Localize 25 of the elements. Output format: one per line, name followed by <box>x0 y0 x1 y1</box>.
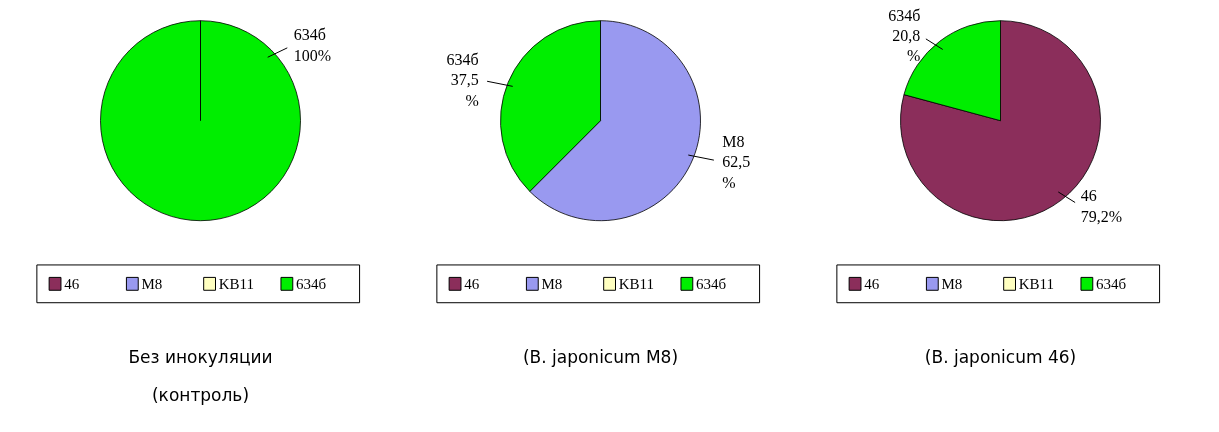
text: (B. japonicum M8) <box>522 346 679 367</box>
legend-label: KB11 <box>1018 275 1054 292</box>
legend-label: 46 <box>864 275 880 292</box>
legend-label: 46 <box>464 275 480 292</box>
legend-label: M8 <box>141 275 163 292</box>
legend-label: 634б <box>1095 275 1127 292</box>
text: Без инокуляции (контроль) <box>128 346 273 406</box>
slice-label: 634б <box>446 50 479 68</box>
legend-label: 634б <box>695 275 727 292</box>
legend-label: M8 <box>941 275 963 292</box>
data-label: 62,5 % <box>722 153 751 191</box>
legend-label: KB11 <box>218 275 254 292</box>
slice-label: 634б <box>888 6 921 24</box>
legend-label: M8 <box>541 275 563 292</box>
legend-label: 46 <box>64 275 80 292</box>
slice-label: M8 <box>722 132 745 150</box>
data-label: 20,8 % <box>892 26 921 65</box>
legend-label: 634б <box>295 275 327 292</box>
text: (B. japonicum 46) <box>924 346 1077 367</box>
legend-label: KB11 <box>618 275 654 292</box>
data-label: 100% <box>293 46 332 64</box>
data-label: 37,5 % <box>450 71 479 109</box>
data-label: 79,2% <box>1080 207 1122 225</box>
slice-label: 46 <box>1080 187 1097 205</box>
slice-label: 634б <box>293 26 326 44</box>
